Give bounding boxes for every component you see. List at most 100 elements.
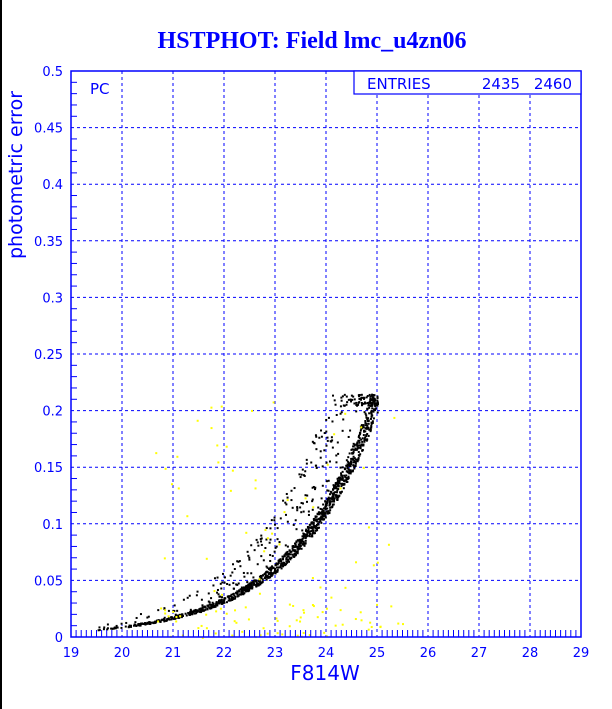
data-point: [313, 532, 316, 535]
data-point: [360, 424, 363, 427]
data-point: [207, 600, 210, 603]
data-point: [266, 574, 269, 577]
data-point: [376, 402, 379, 405]
data-point: [312, 531, 315, 534]
data-point: [287, 552, 290, 555]
data-point: [370, 403, 373, 406]
data-point: [350, 400, 353, 403]
data-point: [311, 532, 314, 535]
data-point: [286, 496, 289, 499]
data-point: [319, 507, 322, 510]
data-point: [376, 395, 379, 398]
data-point: [317, 523, 320, 526]
data-point: [325, 444, 328, 447]
data-point: [352, 461, 355, 464]
data-point: [367, 422, 370, 425]
data-point: [369, 401, 372, 404]
data-point: [297, 543, 300, 546]
data-point: [159, 620, 162, 623]
data-point: [330, 436, 333, 439]
data-point: [184, 612, 187, 615]
data-point: [376, 399, 379, 402]
data-point: [146, 622, 149, 625]
data-point: [328, 460, 331, 463]
data-point-rejected: [245, 531, 248, 534]
data-point: [315, 527, 318, 530]
data-point: [342, 487, 345, 490]
data-point: [337, 496, 340, 499]
data-point: [315, 523, 318, 526]
data-point: [335, 487, 338, 490]
data-point: [314, 527, 317, 530]
data-point: [329, 490, 332, 493]
data-point: [324, 500, 327, 503]
data-point-rejected: [286, 499, 289, 502]
data-point: [216, 588, 219, 591]
data-point: [339, 412, 342, 415]
data-point: [306, 530, 309, 533]
data-point-rejected: [330, 596, 333, 599]
data-point: [304, 537, 307, 540]
data-point: [191, 611, 194, 614]
data-point: [294, 544, 297, 547]
data-point: [215, 601, 218, 604]
data-point: [268, 541, 271, 544]
data-point: [282, 561, 285, 564]
data-point: [336, 499, 339, 502]
data-point: [354, 461, 357, 464]
data-point: [353, 457, 356, 460]
data-point: [318, 436, 321, 439]
data-point: [279, 558, 282, 561]
data-point: [250, 544, 253, 547]
data-point: [288, 549, 291, 552]
data-point: [368, 393, 371, 396]
data-point-rejected: [175, 616, 178, 619]
data-point: [307, 529, 310, 532]
data-point: [350, 463, 353, 466]
data-point-rejected: [197, 627, 200, 630]
data-point: [301, 468, 304, 471]
data-point: [306, 531, 309, 534]
data-point: [331, 439, 334, 442]
data-point-rejected: [302, 631, 305, 634]
data-point: [301, 502, 304, 505]
data-point: [235, 591, 238, 594]
data-point: [348, 462, 351, 465]
chart-title: HSTPHOT: Field lmc_u4zn06: [158, 28, 467, 54]
data-point: [305, 462, 308, 465]
data-point: [345, 474, 348, 477]
data-point: [332, 484, 335, 487]
data-point: [235, 583, 238, 586]
data-point: [371, 414, 374, 417]
data-point: [217, 593, 220, 596]
data-point: [364, 420, 367, 423]
data-point-rejected: [334, 624, 337, 627]
data-point: [363, 439, 366, 442]
data-point: [277, 559, 280, 562]
data-point-rejected: [304, 497, 307, 500]
data-point: [370, 413, 373, 416]
data-point: [270, 574, 273, 577]
data-point: [106, 628, 109, 631]
data-point-rejected: [354, 618, 357, 621]
data-point: [341, 466, 344, 469]
data-point: [274, 572, 277, 575]
data-point: [220, 587, 223, 590]
data-point: [255, 579, 258, 582]
data-point: [274, 546, 277, 549]
data-point: [295, 550, 298, 553]
data-point: [167, 609, 170, 612]
data-point: [358, 395, 361, 398]
data-point: [264, 572, 267, 575]
data-point: [340, 399, 343, 402]
data-point: [315, 466, 318, 469]
data-point: [314, 529, 317, 532]
data-point: [243, 575, 246, 578]
data-point: [284, 501, 287, 504]
data-point: [280, 562, 283, 565]
data-point-rejected: [339, 609, 342, 612]
data-point-rejected: [220, 405, 223, 408]
data-point: [367, 427, 370, 430]
data-point: [297, 547, 300, 550]
data-point: [204, 606, 207, 609]
